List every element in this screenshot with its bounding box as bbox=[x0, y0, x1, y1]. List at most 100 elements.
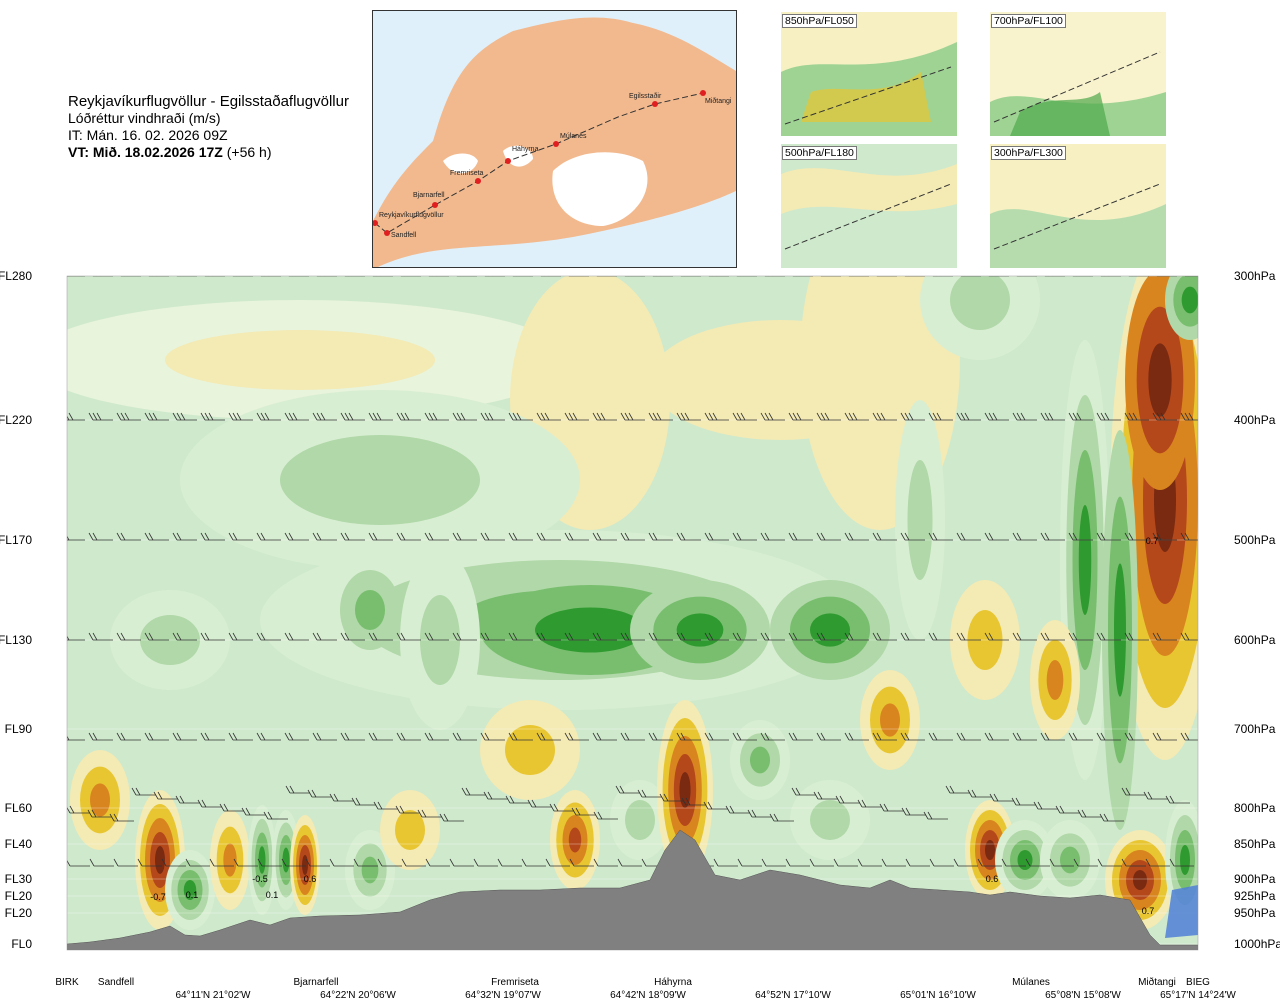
wind-barb-feather bbox=[456, 276, 457, 277]
wind-barb-feather bbox=[641, 789, 647, 798]
wind-barb-feather bbox=[372, 276, 373, 277]
wind-barb-feather bbox=[880, 276, 881, 277]
contour-value-label: -0.7 bbox=[150, 892, 166, 902]
wind-barb-feather bbox=[596, 732, 602, 741]
flight-level-label: FL0 bbox=[11, 937, 32, 951]
wind-barb-feather bbox=[1012, 412, 1018, 421]
wind-barb-feather bbox=[632, 276, 633, 277]
wind-barb-feather bbox=[988, 412, 994, 421]
wind-barb-feather bbox=[1124, 532, 1130, 541]
wind-barb-feather bbox=[232, 276, 233, 277]
wind-barb-feather bbox=[1136, 276, 1137, 277]
wind-barb-feather bbox=[396, 532, 402, 541]
wind-barb-feather bbox=[764, 732, 770, 741]
wind-barb-feather bbox=[92, 412, 98, 421]
wind-barb-feather bbox=[620, 532, 626, 541]
wind-barb-feather bbox=[876, 276, 877, 277]
wind-barb-feather bbox=[320, 276, 321, 277]
wind-barb-feather bbox=[399, 805, 405, 814]
map-station-label: Sandfell bbox=[391, 232, 417, 239]
wind-barb-feather bbox=[712, 412, 718, 421]
wind-barb-feather bbox=[201, 799, 207, 808]
wind-barb-feather bbox=[716, 276, 717, 277]
wind-barb-feather bbox=[316, 532, 322, 541]
wind-barb-feather bbox=[497, 858, 503, 867]
wind-barb-feather bbox=[676, 412, 682, 421]
wind-barb-feather bbox=[228, 412, 234, 421]
wind-barb-feather bbox=[100, 276, 101, 277]
contour-band bbox=[1148, 343, 1172, 417]
wind-barb-feather bbox=[67, 415, 70, 421]
wind-barb-feather bbox=[288, 732, 294, 741]
wind-barb-feather bbox=[465, 787, 471, 796]
station-label: Múlanes bbox=[1012, 977, 1050, 988]
wind-barb-feather bbox=[676, 732, 682, 741]
chart-title: Reykjavíkurflugvöllur - Egilsstaðaflugvö… bbox=[68, 93, 349, 110]
wind-barb-feather bbox=[564, 632, 570, 641]
wind-barb-feather bbox=[927, 811, 933, 820]
wind-barb-feather bbox=[593, 811, 599, 820]
wind-barb-feather bbox=[725, 805, 731, 814]
wind-barb-feather bbox=[1020, 276, 1021, 277]
wind-barb-feather bbox=[512, 632, 518, 641]
wind-barb-feather bbox=[61, 733, 65, 740]
wind-barb-feather bbox=[1096, 732, 1102, 741]
wind-barb-feather bbox=[1121, 858, 1127, 867]
contour-value-label: -0.5 bbox=[252, 874, 268, 884]
wind-barb-feather bbox=[1020, 412, 1026, 421]
wind-barb-feather bbox=[120, 732, 126, 741]
wind-barb-feather bbox=[505, 795, 511, 804]
wind-barb-feather bbox=[540, 732, 546, 741]
wind-barb-feather bbox=[172, 412, 178, 421]
wind-barb-feather bbox=[1100, 276, 1101, 277]
station-label: Bjarnarfell bbox=[293, 977, 338, 988]
wind-barb-feather bbox=[596, 532, 602, 541]
wind-barb-feather bbox=[340, 532, 346, 541]
wind-barb-feather bbox=[424, 632, 430, 641]
map-station-marker bbox=[505, 158, 511, 164]
wind-barb-feather bbox=[708, 276, 709, 277]
wind-barb-feather bbox=[96, 412, 102, 421]
wind-barb-feather bbox=[1048, 412, 1054, 421]
wind-barb-feather bbox=[161, 858, 167, 867]
wind-barb-feather bbox=[912, 276, 913, 277]
wind-barb-feather bbox=[844, 412, 850, 421]
wind-barb-feather bbox=[564, 412, 570, 421]
wind-barb-feather bbox=[1012, 532, 1018, 541]
wind-barb-feather bbox=[813, 791, 819, 800]
wind-barb-feather bbox=[788, 412, 794, 421]
wind-barb-feather bbox=[1156, 412, 1162, 421]
pressure-level-label: 900hPa bbox=[1234, 872, 1276, 886]
wind-barb-feather bbox=[932, 632, 938, 641]
wind-barb-feather bbox=[1108, 276, 1109, 277]
wind-barb-feather bbox=[1100, 732, 1106, 741]
wind-barb-feather bbox=[713, 858, 719, 867]
wind-barb-feather bbox=[967, 789, 973, 798]
wind-barb-feather bbox=[288, 276, 289, 277]
wind-barb-feather bbox=[736, 412, 742, 421]
wind-barb-feather bbox=[760, 632, 766, 641]
wind-barb-feather bbox=[652, 532, 658, 541]
wind-barb-feather bbox=[1068, 732, 1074, 741]
wind-barb-feather bbox=[176, 276, 177, 277]
wind-barb-feather bbox=[872, 632, 878, 641]
wind-barb-feather bbox=[172, 532, 178, 541]
wind-barb-feather bbox=[484, 412, 490, 421]
wind-barb-feather bbox=[1072, 412, 1078, 421]
wind-barb-feather bbox=[372, 412, 378, 421]
wind-barb-feather bbox=[257, 858, 263, 867]
wind-barb-feather bbox=[473, 858, 479, 867]
wind-barb-feather bbox=[652, 412, 658, 421]
wind-barb-feather bbox=[488, 276, 489, 277]
wind-barb-feather bbox=[135, 787, 141, 796]
wind-barb-feather bbox=[464, 276, 465, 277]
wind-barb-feather bbox=[456, 412, 462, 421]
wind-barb-feather bbox=[144, 632, 150, 641]
wind-barb-feather bbox=[1188, 412, 1194, 421]
wind-barb-feather bbox=[769, 813, 775, 822]
wind-barb-feather bbox=[1011, 797, 1017, 806]
wind-barb-feather bbox=[984, 412, 990, 421]
wind-barb-feather bbox=[456, 732, 462, 741]
wind-barb-feather bbox=[376, 412, 382, 421]
